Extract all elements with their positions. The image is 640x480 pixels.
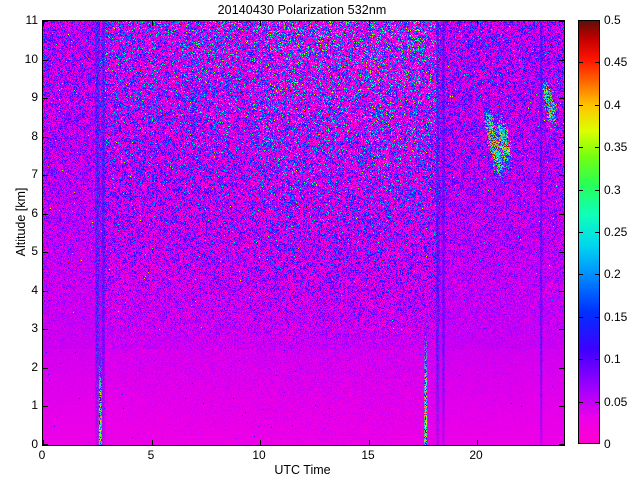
y-tick-label: 4 bbox=[31, 283, 38, 297]
heatmap-canvas bbox=[43, 21, 564, 445]
x-tick-label: 0 bbox=[38, 448, 46, 462]
colorbar-tick-mark bbox=[595, 62, 599, 63]
colorbar-tick-label: 0.3 bbox=[604, 183, 621, 197]
colorbar bbox=[578, 20, 600, 444]
y-tick-label: 11 bbox=[25, 13, 38, 27]
colorbar-tick-mark bbox=[595, 232, 599, 233]
y-tick-label: 0 bbox=[31, 437, 38, 451]
colorbar-tick-mark bbox=[595, 105, 599, 106]
y-axis-label: Altitude [km] bbox=[14, 187, 28, 257]
colorbar-tick-label: 0.25 bbox=[604, 225, 628, 239]
colorbar-tick-label: 0.5 bbox=[604, 13, 621, 27]
colorbar-tick-label: 0.15 bbox=[604, 310, 628, 324]
y-tick-label: 8 bbox=[31, 129, 38, 143]
colorbar-tick-label: 0.35 bbox=[604, 140, 628, 154]
y-tick-label: 5 bbox=[31, 244, 38, 258]
colorbar-tick-mark bbox=[595, 190, 599, 191]
colorbar-tick-mark bbox=[579, 105, 583, 106]
x-axis-label: UTC Time bbox=[274, 463, 331, 477]
colorbar-tick-label: 0.2 bbox=[604, 267, 621, 281]
y-tick-label: 9 bbox=[31, 90, 38, 104]
colorbar-tick-mark bbox=[595, 359, 599, 360]
y-tick-label-group: 0 1 2 3 4 5 6 7 8 9 10 11 bbox=[8, 0, 38, 480]
y-tick-label: 6 bbox=[31, 206, 38, 220]
colorbar-tick-mark bbox=[595, 402, 599, 403]
colorbar-tick-label: 0.4 bbox=[604, 98, 621, 112]
colorbar-tick-mark bbox=[579, 62, 583, 63]
x-tick-label: 10 bbox=[252, 448, 266, 462]
x-tick-label: 20 bbox=[469, 448, 483, 462]
colorbar-tick-mark bbox=[579, 147, 583, 148]
page-title: 20140430 Polarization 532nm bbox=[217, 3, 387, 17]
y-tick-label: 1 bbox=[31, 398, 38, 412]
y-tick-label: 7 bbox=[31, 167, 38, 181]
colorbar-tick-label: 0.1 bbox=[604, 352, 621, 366]
x-tick-label: 15 bbox=[361, 448, 375, 462]
colorbar-tick-mark bbox=[595, 317, 599, 318]
y-tick-label: 3 bbox=[31, 321, 38, 335]
colorbar-tick-mark bbox=[579, 274, 583, 275]
colorbar-tick-mark bbox=[579, 317, 583, 318]
colorbar-tick-label: 0.05 bbox=[604, 395, 628, 409]
colorbar-tick-mark bbox=[579, 402, 583, 403]
x-tick-label: 5 bbox=[147, 448, 155, 462]
colorbar-tick-mark bbox=[595, 147, 599, 148]
colorbar-tick-label: 0.45 bbox=[604, 55, 628, 69]
y-tick-label: 10 bbox=[24, 52, 38, 66]
colorbar-tick-label: 0 bbox=[604, 437, 611, 451]
heatmap-plot-area bbox=[42, 20, 565, 446]
y-tick-label: 2 bbox=[31, 360, 38, 374]
colorbar-gradient bbox=[578, 20, 600, 444]
colorbar-tick-mark bbox=[579, 190, 583, 191]
colorbar-tick-mark bbox=[595, 274, 599, 275]
colorbar-tick-mark bbox=[579, 232, 583, 233]
colorbar-tick-mark bbox=[579, 359, 583, 360]
